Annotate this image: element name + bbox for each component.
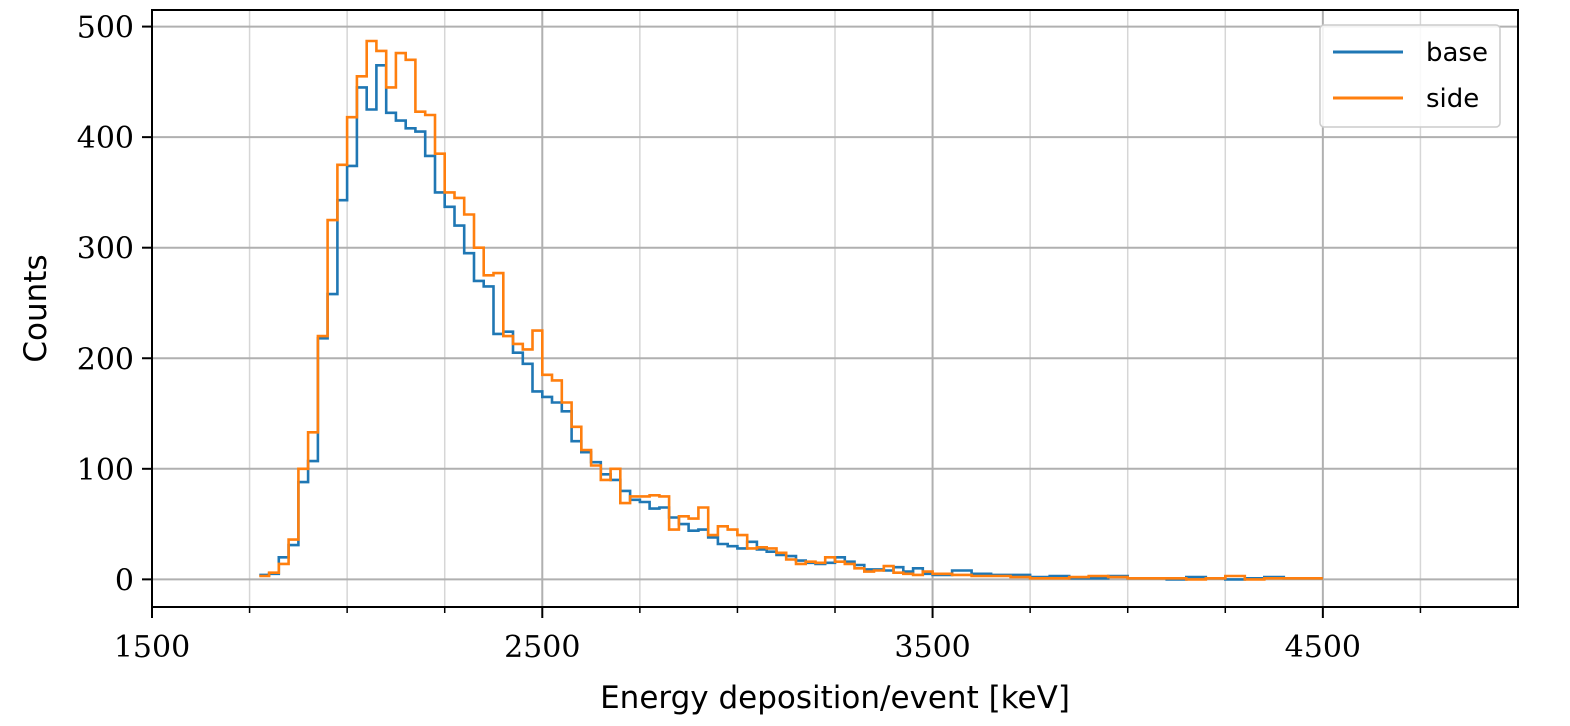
y-axis-label: Counts — [18, 254, 54, 362]
x-tick-label: 2500 — [504, 630, 580, 665]
y-tick-label: 100 — [77, 453, 134, 488]
axis-ticks: 1500 2500 3500 4500 0 100 200 300 400 500 — [77, 11, 1422, 665]
legend: base side — [1319, 24, 1501, 128]
legend-label-base: base — [1426, 38, 1488, 68]
series-layer — [259, 39, 1323, 581]
legend-label-side: side — [1426, 84, 1479, 114]
series-line-side — [259, 39, 1323, 581]
y-tick-label: 0 — [115, 563, 134, 598]
y-tick-label: 300 — [77, 232, 134, 267]
x-tick-label: 4500 — [1285, 630, 1361, 665]
x-tick-label: 3500 — [894, 630, 970, 665]
y-tick-label: 500 — [77, 11, 134, 46]
y-tick-label: 200 — [77, 342, 134, 377]
y-tick-label: 400 — [77, 121, 134, 156]
series-line-base — [259, 64, 1323, 581]
x-tick-label: 1500 — [114, 630, 190, 665]
x-axis-label: Energy deposition/event [keV] — [600, 680, 1070, 716]
